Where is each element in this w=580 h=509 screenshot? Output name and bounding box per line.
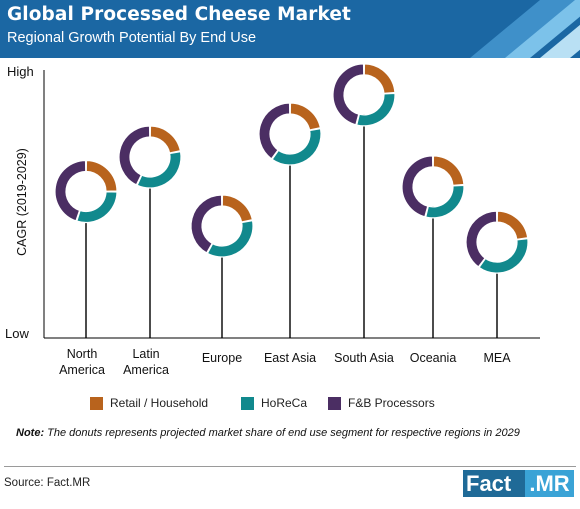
x-label-europe: Europe bbox=[202, 351, 242, 365]
x-label-latin-america: Latin America bbox=[123, 347, 169, 377]
legend-label-fb: F&B Processors bbox=[348, 396, 435, 410]
note-text: The donuts represents projected market s… bbox=[44, 427, 520, 439]
legend-swatch-fb bbox=[328, 396, 341, 410]
factmr-logo: Fact .MR bbox=[463, 470, 574, 497]
footer-divider bbox=[4, 466, 576, 467]
donut-hole-europe bbox=[202, 206, 242, 246]
header-stripe-2 bbox=[505, 0, 580, 58]
legend-label-horeca: HoReCa bbox=[261, 396, 308, 410]
legend-swatch-retail bbox=[90, 396, 103, 410]
logo-part-mr: .MR bbox=[525, 470, 574, 497]
x-label-line: South Asia bbox=[334, 351, 394, 365]
header-stripe-1 bbox=[470, 0, 580, 58]
legend-label-retail: Retail / Household bbox=[110, 396, 209, 410]
y-high-label: High bbox=[7, 64, 34, 79]
donut-north-america-seg-2 bbox=[76, 191, 118, 224]
donut-oceania-seg-2 bbox=[425, 184, 465, 219]
donut-oceania-seg-1 bbox=[432, 155, 465, 186]
legend-item-retail: Retail / Household bbox=[90, 396, 208, 410]
donut-hole-south-asia bbox=[344, 75, 384, 115]
x-label-line: MEA bbox=[483, 351, 511, 365]
x-label-north-america: North America bbox=[59, 347, 105, 377]
donut-latin-america-seg-1 bbox=[149, 125, 182, 154]
donut-latin-america-seg-3 bbox=[118, 125, 151, 186]
x-label-line: Oceania bbox=[410, 351, 457, 365]
source-text: Source: Fact.MR bbox=[4, 477, 91, 489]
chart-subtitle: Regional Growth Potential By End Use bbox=[7, 30, 257, 46]
y-low-label: Low bbox=[5, 326, 29, 341]
legend-item-fb: F&B Processors bbox=[328, 396, 435, 410]
donut-mea-seg-2 bbox=[478, 238, 529, 274]
donut-europe-seg-3 bbox=[190, 194, 223, 254]
chart-title: Global Processed Cheese Market bbox=[7, 4, 351, 25]
donut-south-asia-seg-1 bbox=[363, 63, 396, 94]
donut-hole-oceania bbox=[413, 167, 453, 207]
header-stripe-3 bbox=[540, 24, 580, 58]
x-label-south-asia: South Asia bbox=[334, 351, 394, 365]
x-label-oceania: Oceania bbox=[410, 351, 457, 365]
x-label-mea: MEA bbox=[483, 351, 511, 365]
donut-oceania-seg-3 bbox=[401, 155, 434, 218]
x-label-east-asia: East Asia bbox=[264, 351, 316, 365]
x-label-line: East Asia bbox=[264, 351, 316, 365]
logo-part-fact: Fact bbox=[463, 470, 525, 497]
donut-north-america-seg-1 bbox=[85, 159, 118, 192]
note-label: Note: bbox=[16, 427, 45, 439]
donut-mea-seg-1 bbox=[496, 210, 529, 240]
header-background bbox=[0, 0, 580, 58]
donut-latin-america-seg-2 bbox=[136, 150, 182, 189]
donut-north-america-seg-3 bbox=[54, 159, 87, 222]
donut-south-asia-seg-3 bbox=[332, 63, 365, 126]
donut-east-asia-seg-2 bbox=[271, 127, 322, 166]
donut-europe-seg-1 bbox=[221, 194, 254, 223]
x-label-line: America bbox=[123, 363, 169, 377]
x-label-line: Europe bbox=[202, 351, 242, 365]
donut-east-asia-seg-1 bbox=[289, 102, 322, 131]
header-banner: Global Processed Cheese Market Regional … bbox=[0, 0, 580, 58]
y-axis-title: CAGR (2019-2029) bbox=[15, 148, 29, 256]
donut-hole-latin-america bbox=[130, 137, 170, 177]
donut-south-asia-seg-2 bbox=[356, 92, 396, 127]
x-label-line: Latin bbox=[132, 347, 159, 361]
x-label-line: America bbox=[59, 363, 105, 377]
x-label-line: North bbox=[67, 347, 98, 361]
legend-item-horeca: HoReCa bbox=[241, 396, 307, 410]
donut-hole-mea bbox=[477, 222, 517, 262]
donut-hole-east-asia bbox=[270, 114, 310, 154]
donut-mea-seg-3 bbox=[465, 210, 498, 268]
donut-east-asia-seg-3 bbox=[258, 102, 291, 160]
legend-swatch-horeca bbox=[241, 396, 254, 410]
legend: Retail / Household HoReCa F&B Processors bbox=[0, 396, 580, 412]
donut-europe-seg-2 bbox=[206, 219, 254, 258]
donut-hole-north-america bbox=[66, 172, 106, 211]
chart-note: Note: The donuts represents projected ma… bbox=[16, 426, 571, 441]
